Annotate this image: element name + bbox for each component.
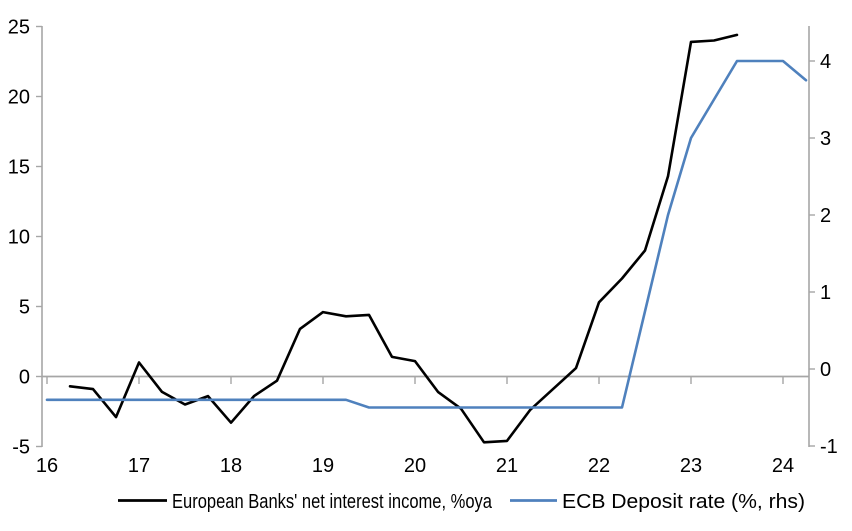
left-axis-tick-label: 0 xyxy=(19,367,30,389)
x-axis-tick-label: 18 xyxy=(220,455,242,477)
x-axis-tick-label: 24 xyxy=(772,455,794,477)
left-axis-tick-label: 10 xyxy=(8,227,30,249)
right-axis-tick-label: 1 xyxy=(820,282,831,304)
left-axis-tick-label: 5 xyxy=(19,297,30,319)
left-axis-tick-label: 15 xyxy=(8,157,30,179)
x-axis-tick-label: 16 xyxy=(36,455,58,477)
x-axis-tick-label: 23 xyxy=(680,455,702,477)
x-axis-tick-label: 22 xyxy=(588,455,610,477)
legend: European Banks' net interest income, %oy… xyxy=(118,491,805,513)
right-axis-tick-label: 2 xyxy=(820,205,831,227)
legend-label-european-banks-nii: European Banks' net interest income, %oy… xyxy=(172,491,493,513)
series-line-ecb-deposit-rate xyxy=(45,59,808,409)
right-axis-tick-label: 3 xyxy=(820,128,831,150)
series-line-european-banks-nii xyxy=(68,33,739,444)
x-axis-tick-label: 17 xyxy=(128,455,150,477)
right-axis-tick-label: 0 xyxy=(820,359,831,381)
right-axis-tick-label: 4 xyxy=(820,51,831,73)
left-axis-tick-label: 25 xyxy=(8,17,30,39)
legend-label-ecb-deposit-rate: ECB Deposit rate (%, rhs) xyxy=(562,491,805,513)
left-axis-tick-label: 20 xyxy=(8,87,30,109)
x-axis-tick-label: 19 xyxy=(312,455,334,477)
left-axis-tick-label: -5 xyxy=(12,437,30,459)
x-axis-tick-label: 21 xyxy=(496,455,518,477)
right-axis-tick-label: -1 xyxy=(820,436,838,458)
x-axis-tick-label: 20 xyxy=(404,455,426,477)
